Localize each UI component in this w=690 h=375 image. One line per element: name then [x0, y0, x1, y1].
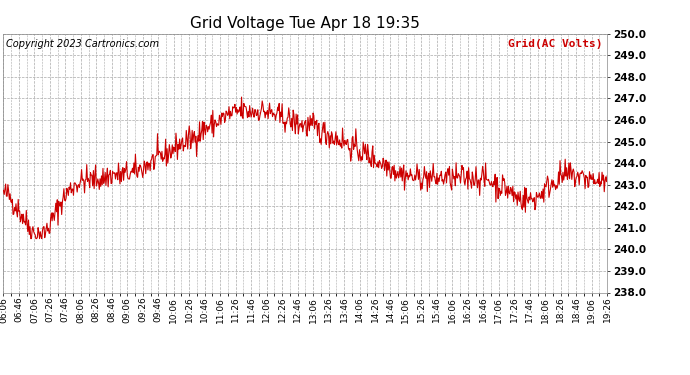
Title: Grid Voltage Tue Apr 18 19:35: Grid Voltage Tue Apr 18 19:35: [190, 16, 420, 31]
Text: Copyright 2023 Cartronics.com: Copyright 2023 Cartronics.com: [6, 39, 159, 49]
Text: Grid(AC Volts): Grid(AC Volts): [508, 39, 602, 49]
